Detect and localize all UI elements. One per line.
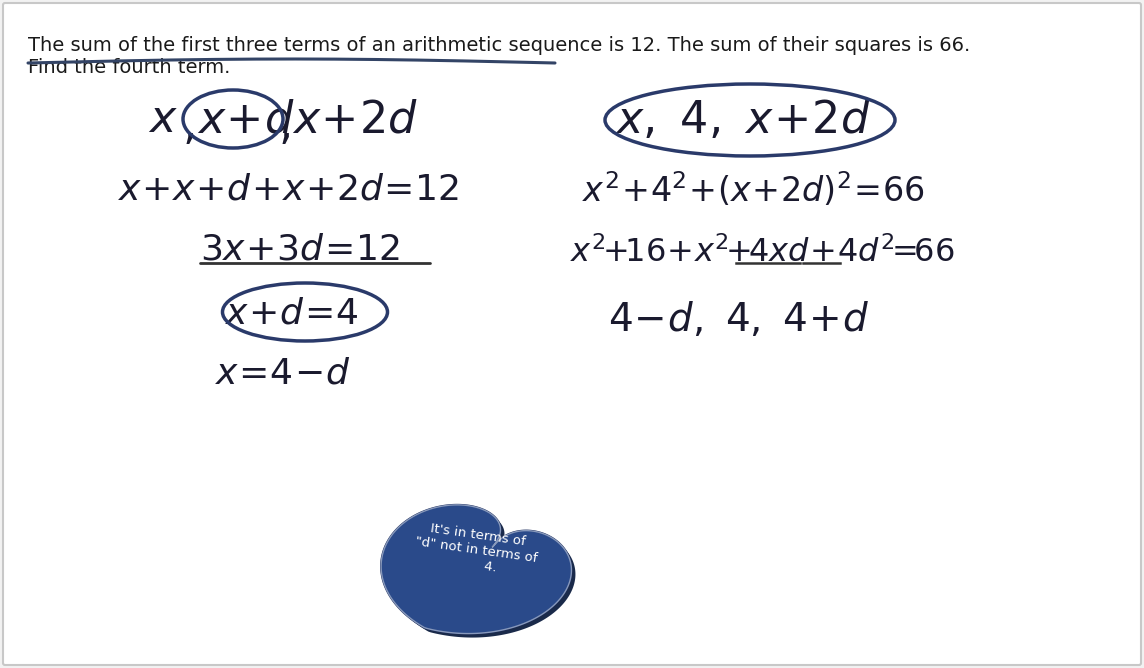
Text: $x\!+\!x\!+\!d\!+\!x\!+\!2d\!=\!12$: $x\!+\!x\!+\!d\!+\!x\!+\!2d\!=\!12$ — [118, 173, 460, 207]
Text: $4\!-\!d,\ 4,\ 4\!+\!d$: $4\!-\!d,\ 4,\ 4\!+\!d$ — [607, 301, 869, 339]
Text: $x^2\!\!+\!\!16\!+\!x^2\!\!+\!\!4xd\!+\!4d^2\!\!=\!\!66$: $x^2\!\!+\!\!16\!+\!x^2\!\!+\!\!4xd\!+\!… — [570, 236, 954, 269]
Text: $x\!+\!2d$: $x\!+\!2d$ — [292, 98, 419, 142]
Text: It's in terms of
"d" not in terms of
        4.: It's in terms of "d" not in terms of 4. — [412, 520, 540, 580]
Text: The sum of the first three terms of an arithmetic sequence is 12. The sum of the: The sum of the first three terms of an a… — [27, 36, 970, 55]
Polygon shape — [386, 509, 575, 637]
Text: Find the fourth term.: Find the fourth term. — [27, 58, 230, 77]
Text: $x\!+\!d$: $x\!+\!d$ — [197, 98, 295, 142]
Text: $x,\ 4,\ x\!+\!2d$: $x,\ 4,\ x\!+\!2d$ — [615, 98, 871, 142]
Text: $x\!+\!d\!=\!4$: $x\!+\!d\!=\!4$ — [225, 296, 358, 330]
Text: $x^2\!+\!4^2\!+\!(x\!+\!2d)^2\!=\!66$: $x^2\!+\!4^2\!+\!(x\!+\!2d)^2\!=\!66$ — [582, 170, 924, 209]
Text: $x\!=\!4\!-\!d$: $x\!=\!4\!-\!d$ — [215, 356, 350, 390]
Polygon shape — [381, 505, 572, 633]
Text: $x$: $x$ — [148, 98, 177, 142]
FancyBboxPatch shape — [3, 3, 1141, 665]
Text: $,$: $,$ — [182, 104, 193, 148]
Polygon shape — [381, 505, 572, 633]
Text: $3x\!+\!3d\!=\!12$: $3x\!+\!3d\!=\!12$ — [200, 233, 400, 267]
Text: $,$: $,$ — [278, 104, 289, 148]
